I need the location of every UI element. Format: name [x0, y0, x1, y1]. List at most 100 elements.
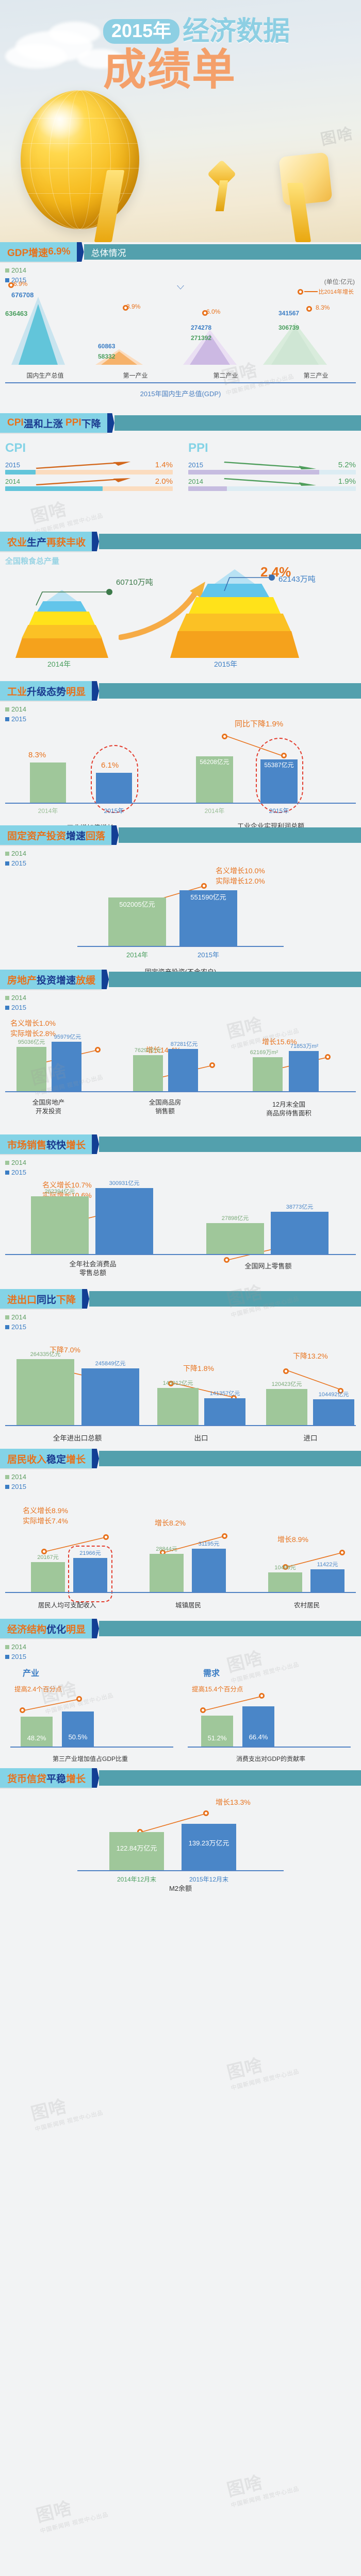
section-bar-label-retail: [99, 1137, 361, 1152]
value-2014-retail-online: 27898亿元: [221, 1215, 249, 1222]
group-label-re-invest: 全国房地产 开发投资: [32, 1098, 65, 1115]
gdp-triangles-plot: 676708 636463 6.9% 60863 58332 3.9% 2742…: [0, 280, 361, 376]
axis-industry: [5, 802, 356, 804]
triangle-2015-secondary: [190, 334, 230, 365]
axis-gdp: [5, 382, 356, 383]
legend-label-2015: 2015: [11, 859, 26, 867]
income-notes-1: 名义增长8.9% 实际增长7.4%: [23, 1505, 68, 1527]
banner-arrow-icon: [102, 970, 109, 989]
legend-swatch-2014: [5, 268, 9, 273]
money-plot: 增长13.3% 122.84万亿元 139.23万亿元 2014年12月末 20…: [0, 1795, 361, 1893]
cpi-row-2015: 2015 1.4%: [5, 461, 173, 469]
group-label-re-sales: 全国商品房 销售额: [149, 1098, 182, 1115]
section-tag-gdp: GDP增速 6.9%: [0, 242, 77, 262]
value-2014-re-invest: 95036亿元: [18, 1039, 45, 1046]
value-2015-retail-total: 300931亿元: [109, 1180, 140, 1187]
value-2015-m2: 139.23万亿元: [188, 1839, 229, 1847]
value-2014-m2: 122.84万亿元: [116, 1844, 157, 1852]
legend-income: 2014 2015: [0, 1469, 361, 1492]
section-bar-label-fai: [119, 827, 361, 843]
banner-arrow-icon: [92, 1134, 100, 1154]
structure-panels: 产业 提高2.4个百分点 48.2% 50.5% 第三产业增加值占GDP比重 需…: [0, 1666, 361, 1769]
section-tag-industry: 工业 升级态势 明显: [0, 681, 92, 701]
structure-connector-2: [204, 1695, 264, 1711]
xlabel-industry-3: 2014年: [204, 807, 225, 815]
value-2014-industry-profit: 56208亿元: [200, 758, 229, 766]
income-connector-2: [162, 1535, 224, 1553]
highlight-ring-income: [68, 1545, 112, 1602]
cat-primary: 第一产业: [123, 372, 148, 379]
watermark: 图啥中国新闻网 视觉中心出品: [225, 2055, 300, 2092]
ppi-row-2015: 2015 5.2%: [188, 461, 356, 469]
cpi-2015-trend-arrow-icon: [24, 461, 148, 469]
value-2014-retail-total: 262394亿元: [44, 1189, 75, 1195]
retail-plot: 名义增长10.7% 实际增长10.6% 增长33.3% 262394亿元 300…: [0, 1178, 361, 1291]
ppi-2015-value: 5.2%: [338, 461, 356, 469]
growth-legend-gdp: 比2014年增长: [297, 287, 354, 296]
banner-arrow-icon: [92, 1449, 100, 1468]
section-banner-cpi: CPI 温和上涨 PPI 下降: [0, 413, 361, 433]
cat-tertiary: 第三产业: [303, 372, 329, 379]
structure-panel-industry: 产业 提高2.4个百分点 48.2% 50.5% 第三产业增加值占GDP比重: [0, 1666, 180, 1769]
axis-realestate: [5, 1091, 356, 1092]
cloud-decoration: [49, 22, 101, 44]
legend-swatch-2014: [5, 996, 9, 1001]
legend-label-2015: 2015: [11, 1652, 26, 1660]
realestate-plot: 名义增长1.0% 实际增长2.8% 增长14.4% 增长15.6% 95036: [0, 1013, 361, 1121]
cloud-decoration: [77, 49, 124, 69]
group-label-income-all: 居民人均可支配收入: [38, 1601, 96, 1609]
growth-primary: 3.9%: [126, 303, 141, 310]
value-2015-re-sales: 87281亿元: [170, 1041, 198, 1048]
axis-trade: [5, 1425, 356, 1426]
section-industry: 工业 升级态势 明显 2014 2015 同比下降1.9% 8.3% 6.1% 5: [0, 681, 361, 839]
legend-swatch-2015: [5, 1171, 9, 1175]
section-bar-label-cpi: [114, 415, 361, 431]
value-2014-re-stock: 62169万m²: [250, 1049, 278, 1056]
cpi-2015-year: 2015: [5, 461, 20, 469]
hero-title-group: 2015年 经济数据 成绩单: [103, 18, 346, 92]
value-2015-primary: 60863: [98, 343, 116, 350]
legend-swatch-2014: [5, 1315, 9, 1320]
bar-2014-industry-growth: [30, 762, 66, 803]
legend-label-2015: 2015: [11, 1003, 26, 1011]
section-cpi-ppi: CPI 温和上涨 PPI 下降 CPI 2015 1.4% 2014: [0, 413, 361, 532]
bar-2014-structure-demand: 51.2%: [201, 1715, 233, 1747]
banner-arrow-icon: [76, 242, 84, 262]
triangle-2015-gdp-total: [19, 304, 58, 365]
section-tag-realestate: 房地产 投资增速 放缓: [0, 970, 102, 989]
cpi-row-2014: 2014 2.0%: [5, 477, 173, 486]
value-2015-re-stock: 71853万m²: [290, 1043, 319, 1050]
axis-money: [77, 1870, 284, 1871]
value-2015-income-all: 21966元: [79, 1550, 101, 1557]
grain-2014-value: 60710万吨: [116, 578, 153, 587]
legend-label-2015: 2015: [11, 1482, 26, 1490]
re-note-nominal: 名义增长1.0%: [10, 1019, 56, 1027]
label-2014-structure-industry: 48.2%: [27, 1734, 46, 1742]
cpi-2015-track: [5, 470, 173, 474]
re-note-real: 实际增长2.8%: [10, 1029, 56, 1038]
cpi-2015-fill: [5, 470, 36, 474]
triangle-2015-tertiary: [271, 327, 319, 365]
value-2015-re-invest: 95979亿元: [54, 1034, 81, 1041]
axis-structure-1: [10, 1746, 173, 1748]
xlabel-fai-2015: 2015年: [198, 951, 219, 959]
xlabel-industry-4: 2015年: [269, 807, 289, 815]
bar-2015-retail-total: [95, 1188, 153, 1254]
cpi-2014-year: 2014: [5, 478, 20, 485]
caption-gdp: 2015年国内生产总值(GDP): [140, 390, 221, 398]
section-tag-cpi: CPI 温和上涨 PPI 下降: [0, 413, 107, 433]
group-label-import: 进口: [303, 1434, 318, 1442]
bar-2014-trade-total: [17, 1359, 74, 1425]
fai-note-nominal: 名义增长10.0%: [216, 866, 265, 875]
fai-note-real: 实际增长12.0%: [216, 876, 265, 885]
bar-2015-m2: 139.23万亿元: [182, 1824, 236, 1870]
ppi-2015-track: [188, 470, 356, 474]
xlabel-m2-2014: 2014年12月末: [117, 1876, 157, 1883]
watermark: 图啥中国新闻网 视觉中心出品: [225, 2472, 300, 2509]
trade-connector-3: [287, 1369, 342, 1391]
axis-structure-2: [188, 1746, 351, 1748]
bar-2015-fai: 551590亿元: [179, 890, 237, 946]
label-2014-structure-demand: 51.2%: [207, 1734, 227, 1742]
bar-2014-retail-total: [31, 1196, 89, 1254]
